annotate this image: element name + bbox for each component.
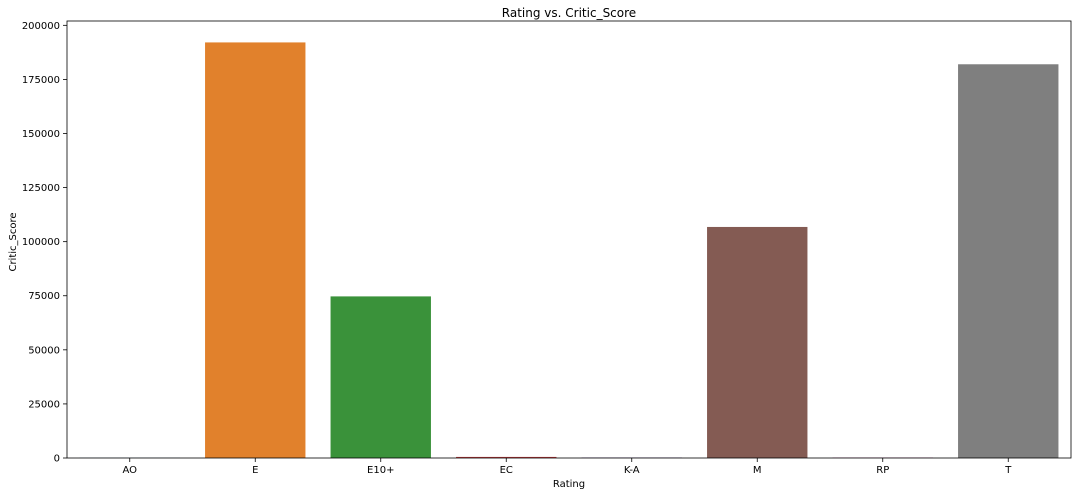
bar-e — [205, 42, 306, 458]
y-tick-label: 75000 — [28, 291, 60, 302]
x-tick-label: AO — [122, 465, 137, 476]
axes-group: AO E E10+ EC K-A M RP T 0 25000 50000 75000 100000 12… — [22, 20, 1072, 476]
y-tick-label: 100000 — [22, 237, 60, 248]
x-tick-label: E — [252, 465, 258, 476]
plot-frame — [66, 20, 1072, 459]
y-tick-label: 125000 — [22, 183, 60, 194]
x-axis-label: Rating — [553, 479, 585, 490]
bar-t — [958, 64, 1059, 458]
y-tick-label: 200000 — [22, 21, 60, 32]
x-tick-label: E10+ — [367, 465, 394, 476]
chart-title: Rating vs. Critic_Score — [502, 6, 636, 20]
x-tick-label: RP — [876, 465, 889, 476]
y-tick-label: 0 — [54, 454, 60, 465]
x-tick-label: M — [753, 465, 762, 476]
x-tick-label: T — [1004, 465, 1012, 476]
y-tick-label: 175000 — [22, 75, 60, 86]
bar-e10- — [330, 296, 431, 458]
x-tick-label: EC — [500, 465, 513, 476]
y-tick-label: 150000 — [22, 129, 60, 140]
bar-m — [707, 226, 808, 458]
bars-group — [79, 42, 1059, 458]
y-tick-label: 25000 — [28, 399, 60, 410]
x-tick-label: K-A — [624, 465, 640, 476]
y-axis-label: Critic_Score — [8, 212, 19, 271]
bar-ec — [456, 456, 557, 458]
y-tick-label: 50000 — [28, 345, 60, 356]
